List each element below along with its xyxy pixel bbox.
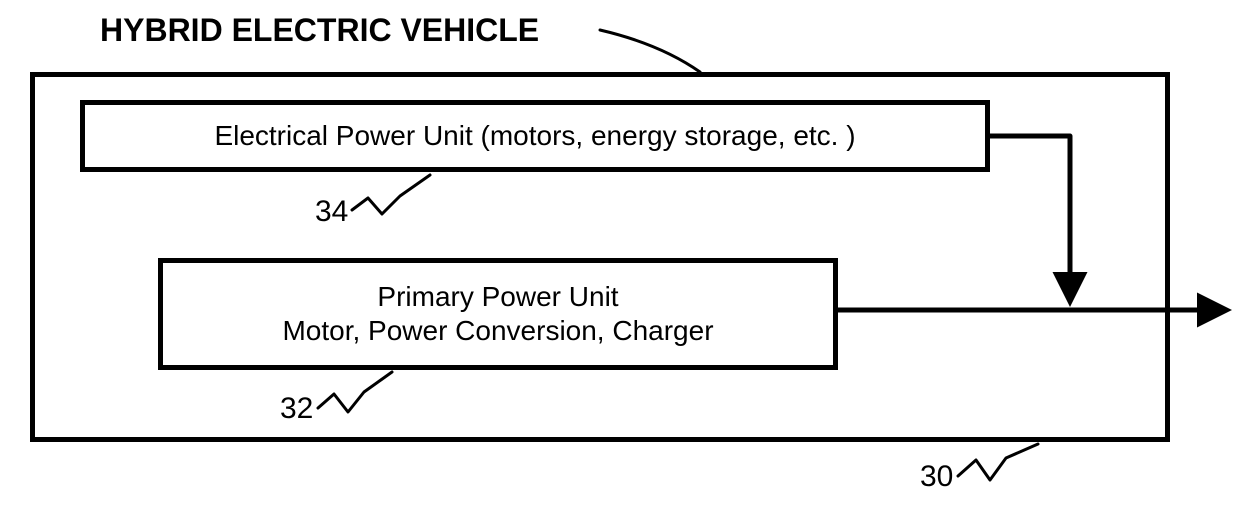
reference-32: 32 [280, 392, 313, 426]
electrical-power-unit-box: Electrical Power Unit (motors, energy st… [80, 100, 990, 172]
reference-34: 34 [315, 195, 348, 229]
electrical-power-unit-label: Electrical Power Unit (motors, energy st… [214, 119, 855, 153]
diagram-title: HYBRID ELECTRIC VEHICLE [100, 12, 539, 49]
primary-power-unit-box: Primary Power UnitMotor, Power Conversio… [158, 258, 838, 370]
reference-30: 30 [920, 460, 953, 494]
diagram-stage: HYBRID ELECTRIC VEHICLE Electrical Power… [0, 0, 1240, 514]
primary-power-unit-label: Primary Power UnitMotor, Power Conversio… [282, 280, 713, 347]
